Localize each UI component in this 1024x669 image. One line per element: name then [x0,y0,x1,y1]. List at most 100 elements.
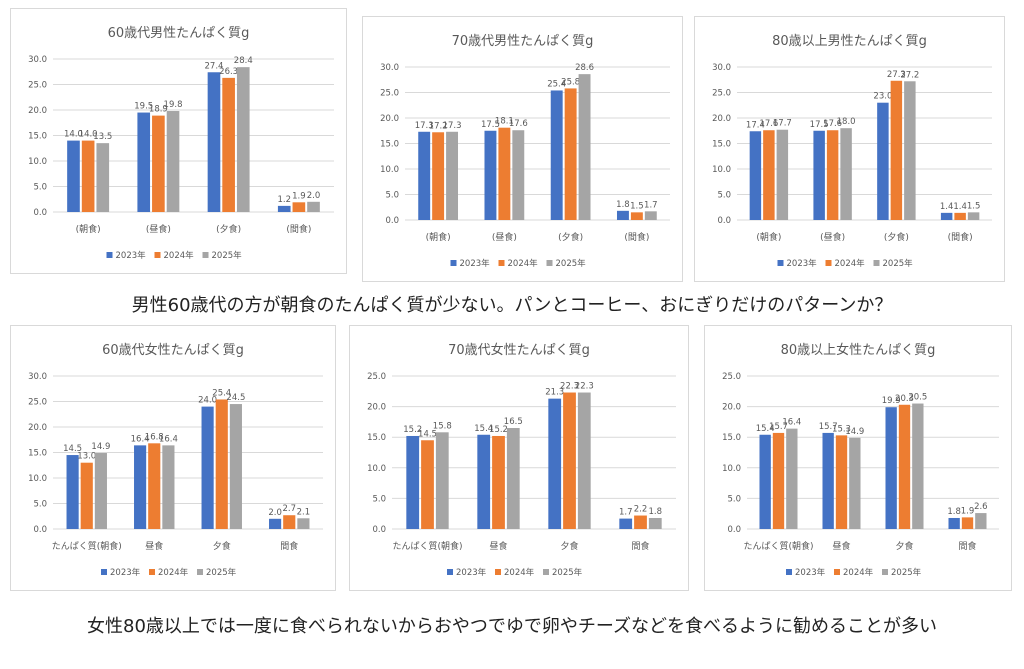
x-tick-label: (夕食) [558,231,583,243]
x-tick-label: (朝食) [426,231,451,243]
y-tick-label: 5.0 [385,191,399,201]
legend-swatch [546,260,553,266]
data-label: 26.3 [219,67,238,77]
data-label: 19.5 [134,102,153,112]
bar-chart-1-s1-c3 [630,212,643,220]
bar-chart-0-s0-c0 [67,140,80,212]
bar-chart-2-s0-c1 [813,130,825,220]
data-label: 24.0 [198,396,217,406]
data-label: 14.9 [845,427,864,437]
bar-chart-1-s1-c1 [498,127,511,220]
legend-swatch [825,260,832,266]
x-tick-label: 夕食 [560,540,578,552]
legend-swatch [450,260,457,266]
legend-label: 2023年 [460,258,491,269]
x-tick-label: (間食) [948,231,973,243]
bar-chart-0-s1-c3 [292,202,306,212]
y-tick-label: 5.0 [372,494,386,504]
legend-label: 2025年 [206,567,237,578]
bar-chart-4-s0-c3 [619,518,633,529]
y-tick-label: 0.0 [33,208,47,218]
y-tick-label: 15.0 [380,140,399,150]
data-label: 1.7 [619,508,633,518]
data-label: 13.0 [77,452,96,462]
y-tick-label: 25.0 [722,372,741,382]
data-label: 16.8 [145,432,164,442]
legend-label: 2024年 [158,567,189,578]
bar-chart-2-s1-c0 [763,130,775,220]
bar-chart-5-s1-c0 [772,432,785,529]
data-label: 27.4 [205,61,224,71]
data-label: 16.4 [782,418,801,428]
data-label: 17.5 [481,120,500,130]
bar-chart-1-s0-c2 [550,90,563,221]
bar-chart-2-s1-c2 [890,80,903,220]
bar-chart-5-s2-c0 [786,428,798,529]
data-label: 17.3 [443,121,462,131]
bar-chart-2-s0-c3 [940,212,953,220]
x-tick-label: (朝食) [756,231,781,243]
legend-label: 2025年 [891,567,922,578]
bar-chart-1-s2-c0 [446,131,459,220]
legend-label: 2025年 [552,567,583,578]
bar-chart-1-s1-c0 [432,132,445,220]
bar-chart-5-s2-c1 [849,437,861,529]
bar-chart: 80歳以上女性たんぱく質g0.05.010.015.020.025.015.41… [722,342,999,578]
legend-label: 2025年 [883,258,914,269]
y-tick-label: 0.0 [727,525,741,535]
data-label: 28.6 [575,63,594,73]
data-label: 19.9 [882,396,901,406]
y-tick-label: 20.0 [367,403,386,413]
x-tick-label: 夕食 [895,540,913,552]
bar-chart-5-s1-c3 [961,517,974,529]
bar-chart-1-s2-c3 [644,211,657,220]
bar-chart-3-s0-c3 [269,518,282,529]
legend-swatch [154,252,161,258]
bar-chart-4-s2-c1 [506,428,520,529]
x-tick-label: (夕食) [216,223,241,235]
x-tick-label: 間食 [958,540,976,552]
data-label: 1.5 [967,201,981,211]
data-label: 17.6 [759,119,778,129]
y-tick-label: 5.0 [33,500,47,510]
data-label: 2.7 [282,504,296,514]
bar-chart-3-s2-c1 [162,445,175,529]
x-tick-label: (朝食) [76,223,101,235]
y-tick-label: 10.0 [712,165,731,175]
data-label: 25.4 [212,388,231,398]
legend-swatch [447,569,453,575]
chart-panel-male-80plus: 80歳以上男性たんぱく質g 0.0 5.0 10.0 15.0 20.0 25.0 30.0 1… [694,16,1005,282]
y-tick-label: 0.0 [717,216,731,226]
chart-title: 80歳以上女性たんぱく質g [781,342,936,358]
x-tick-label: 昼食 [145,540,163,552]
data-label: 1.9 [961,506,975,516]
legend-label: 2023年 [116,250,147,261]
bar-chart-3-s0-c0 [66,455,79,529]
data-label: 15.4 [474,424,493,434]
bar-chart-3-s0-c2 [201,406,214,529]
data-label: 14.9 [91,442,110,452]
data-label: 17.6 [509,119,528,129]
bar-chart-4-s2-c2 [577,392,591,529]
bar-chart-0-s2-c3 [307,201,320,212]
data-label: 1.7 [644,200,658,210]
bar-chart-3-s1-c3 [283,515,296,529]
legend-swatch [777,260,784,266]
y-tick-label: 15.0 [712,140,731,150]
data-label: 20.3 [895,394,914,404]
data-label: 14.0 [64,130,83,140]
data-label: 17.7 [773,119,792,129]
y-tick-label: 20.0 [712,114,731,124]
data-label: 23.0 [873,92,892,102]
bar-chart-1-s1-c2 [564,88,577,220]
data-label: 28.4 [234,56,253,66]
data-label: 1.8 [649,507,663,517]
x-tick-label: 昼食 [489,540,507,552]
legend-label: 2025年 [212,250,243,261]
bar-chart-0-s0-c2 [207,72,221,212]
legend-swatch [882,569,888,575]
legend-swatch [202,252,209,258]
y-tick-label: 30.0 [380,63,399,73]
legend-label: 2023年 [787,258,818,269]
bar-chart-0-s2-c2 [236,67,250,212]
